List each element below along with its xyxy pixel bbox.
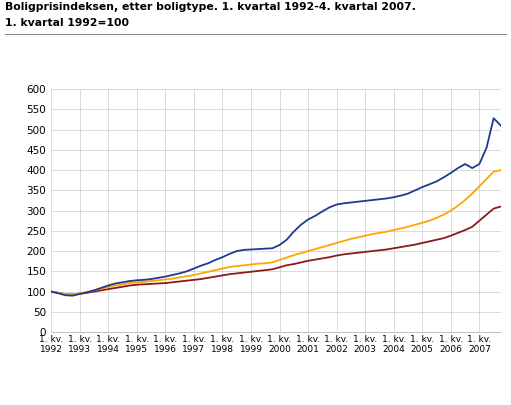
- Småhus: [241, 263, 247, 268]
- Text: 1. kvartal 1992=100: 1. kvartal 1992=100: [5, 18, 129, 28]
- Text: Boligprisindeksen, etter boligtype. 1. kvartal 1992-4. kvartal 2007.: Boligprisindeksen, etter boligtype. 1. k…: [5, 2, 416, 12]
- Eneboliger: [498, 204, 504, 209]
- Blokkleiligheter: [498, 123, 504, 128]
- Småhus: [48, 289, 54, 294]
- Blokkleiligheter: [305, 217, 311, 222]
- Blokkleiligheter: [276, 243, 283, 247]
- Eneboliger: [112, 286, 119, 290]
- Småhus: [69, 292, 76, 297]
- Eneboliger: [69, 292, 76, 297]
- Eneboliger: [348, 251, 354, 256]
- Eneboliger: [276, 265, 283, 270]
- Eneboliger: [305, 258, 311, 263]
- Småhus: [112, 283, 119, 288]
- Blokkleiligheter: [48, 289, 54, 294]
- Småhus: [348, 237, 354, 241]
- Blokkleiligheter: [348, 200, 354, 205]
- Line: Eneboliger: Eneboliger: [51, 207, 501, 294]
- Blokkleiligheter: [491, 116, 497, 121]
- Blokkleiligheter: [69, 293, 76, 298]
- Line: Småhus: Småhus: [51, 170, 501, 294]
- Blokkleiligheter: [341, 201, 347, 206]
- Eneboliger: [341, 252, 347, 257]
- Småhus: [276, 258, 283, 262]
- Eneboliger: [241, 270, 247, 275]
- Småhus: [341, 239, 347, 243]
- Småhus: [498, 168, 504, 173]
- Blokkleiligheter: [112, 281, 119, 286]
- Line: Blokkleiligheter: Blokkleiligheter: [51, 118, 501, 296]
- Eneboliger: [48, 289, 54, 294]
- Blokkleiligheter: [241, 247, 247, 252]
- Småhus: [305, 249, 311, 254]
